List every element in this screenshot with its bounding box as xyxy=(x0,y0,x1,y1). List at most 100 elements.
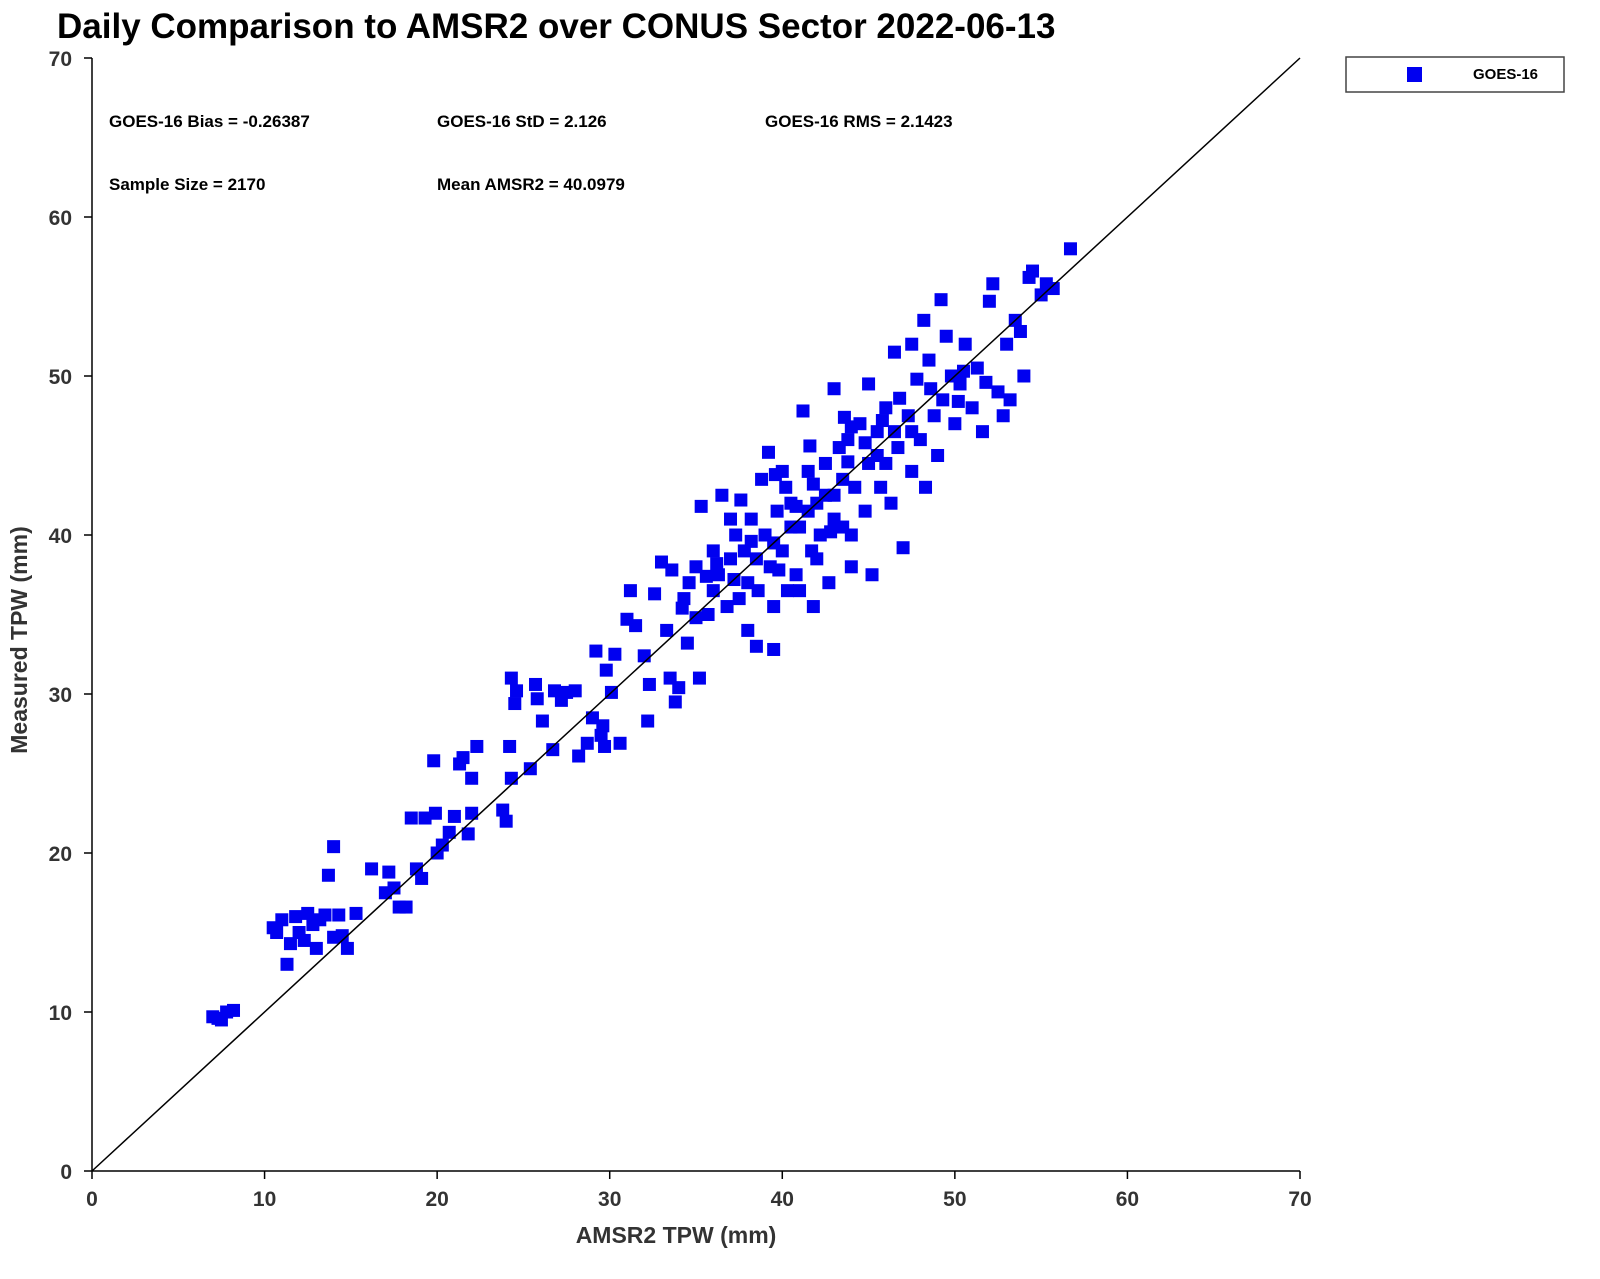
data-point xyxy=(939,329,953,343)
data-point xyxy=(905,337,919,351)
data-point xyxy=(568,684,582,698)
data-point xyxy=(694,499,708,513)
data-point xyxy=(979,375,993,389)
data-point xyxy=(767,600,781,614)
data-point xyxy=(844,560,858,574)
data-point xyxy=(706,584,720,598)
data-point xyxy=(680,636,694,650)
data-point xyxy=(905,425,919,439)
scatter-points xyxy=(206,242,1077,1027)
data-point xyxy=(227,1003,241,1017)
legend-marker-square xyxy=(1407,67,1422,82)
data-point xyxy=(953,377,967,391)
data-point xyxy=(289,910,303,924)
data-point xyxy=(803,439,817,453)
data-point xyxy=(1046,282,1060,296)
data-point xyxy=(427,754,441,768)
data-point xyxy=(761,445,775,459)
y-tick-label: 20 xyxy=(49,843,72,866)
x-tick-label: 20 xyxy=(425,1188,448,1211)
data-point xyxy=(948,417,962,431)
data-point xyxy=(822,576,836,590)
data-point xyxy=(1026,264,1040,278)
data-point xyxy=(720,600,734,614)
x-tick-label: 0 xyxy=(86,1188,98,1211)
data-point xyxy=(827,512,841,526)
data-point xyxy=(654,555,668,569)
data-point xyxy=(404,811,418,825)
data-point xyxy=(442,825,456,839)
data-point xyxy=(936,393,950,407)
x-tick-label: 70 xyxy=(1288,1188,1311,1211)
data-point xyxy=(349,906,363,920)
data-point xyxy=(280,957,294,971)
data-point xyxy=(975,425,989,439)
data-point xyxy=(701,608,715,621)
data-point xyxy=(470,739,484,753)
data-point xyxy=(879,401,893,415)
data-point xyxy=(529,677,543,691)
data-point xyxy=(905,464,919,478)
data-point xyxy=(818,456,832,470)
data-point xyxy=(862,377,876,391)
data-point xyxy=(309,941,323,955)
data-point xyxy=(917,313,931,327)
data-point xyxy=(365,862,379,876)
data-point xyxy=(546,743,560,757)
sample-size-annotation: Sample Size = 2170 xyxy=(109,175,265,194)
x-axis-label: AMSR2 TPW (mm) xyxy=(576,1222,777,1248)
data-point xyxy=(689,560,703,574)
data-point xyxy=(270,926,284,939)
one-to-one-line xyxy=(91,57,1301,1172)
data-point xyxy=(844,528,858,542)
data-point xyxy=(275,913,289,927)
data-point xyxy=(958,337,972,351)
data-point xyxy=(599,663,613,677)
data-point xyxy=(755,472,769,486)
data-point xyxy=(523,762,537,776)
data-point xyxy=(508,697,522,711)
data-point xyxy=(875,414,889,428)
data-point xyxy=(789,499,803,513)
data-point xyxy=(715,488,729,502)
data-point xyxy=(874,480,888,494)
data-point xyxy=(770,504,784,518)
data-point xyxy=(613,736,627,750)
x-axis-ticks: 0 10 20 30 40 50 60 70 xyxy=(86,1171,1312,1211)
data-point xyxy=(318,908,332,922)
data-point xyxy=(648,587,662,601)
data-point xyxy=(924,382,938,396)
y-tick-label: 10 xyxy=(49,1002,72,1025)
data-point xyxy=(870,449,884,462)
data-point xyxy=(327,840,341,854)
data-point xyxy=(710,557,724,571)
data-point xyxy=(415,871,429,885)
data-point xyxy=(848,480,862,494)
y-axis-label: Measured TPW (mm) xyxy=(6,526,32,753)
data-point xyxy=(724,552,738,566)
data-point xyxy=(891,441,905,455)
x-tick-label: 40 xyxy=(771,1188,794,1211)
data-point xyxy=(732,592,746,606)
data-point xyxy=(965,401,979,415)
data-point xyxy=(768,468,782,482)
legend: GOES-16 xyxy=(1345,56,1565,93)
data-point xyxy=(623,584,637,598)
data-point xyxy=(496,803,510,817)
data-point xyxy=(934,293,948,307)
data-point xyxy=(504,771,518,785)
data-point xyxy=(927,409,941,423)
data-point xyxy=(1017,369,1031,383)
data-point xyxy=(711,568,725,582)
data-point xyxy=(665,563,679,577)
data-point xyxy=(503,739,517,753)
data-point xyxy=(1013,324,1027,338)
data-point xyxy=(896,541,910,555)
data-point xyxy=(772,563,786,577)
data-point xyxy=(399,900,413,914)
data-point xyxy=(340,941,354,955)
data-point xyxy=(870,425,884,439)
data-point xyxy=(729,528,743,542)
data-point xyxy=(504,671,518,685)
